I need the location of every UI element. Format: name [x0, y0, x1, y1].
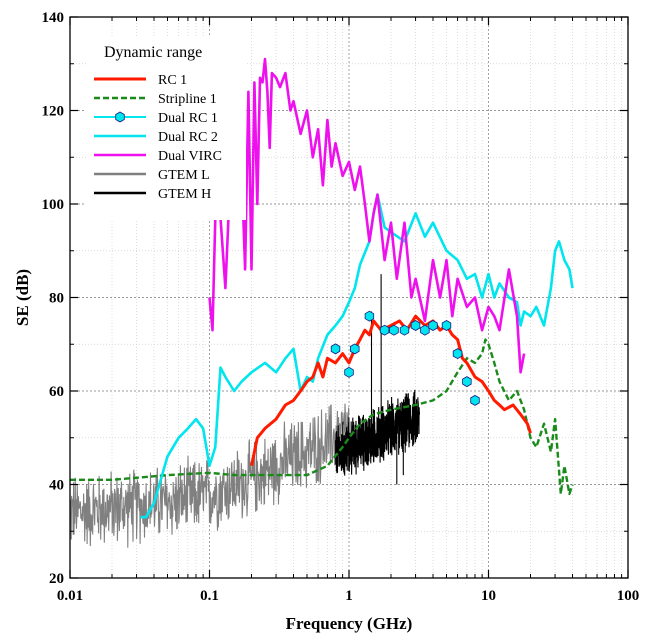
y-tick-label: 140: [42, 10, 65, 26]
series-dual-rc-1: [330, 310, 480, 406]
data-point: [441, 320, 452, 331]
data-point: [399, 324, 410, 336]
y-tick-label: 100: [42, 197, 65, 213]
legend-box: [86, 36, 246, 220]
legend-entry-label: Dual RC 1: [158, 111, 218, 126]
series-rc-1: [250, 314, 532, 467]
x-tick-label: 1: [345, 588, 353, 604]
data-point: [344, 366, 354, 378]
data-point: [330, 343, 341, 355]
series-dual-virc: [208, 57, 526, 374]
legend-entry-label: Stripline 1: [158, 92, 217, 107]
x-tick-label: 0.1: [200, 588, 219, 604]
series-stripline-1: [70, 338, 574, 496]
series-line: [208, 57, 526, 374]
data-point: [364, 310, 375, 322]
data-point: [389, 324, 399, 336]
series-gtem-h: [334, 274, 421, 485]
y-tick-label: 120: [42, 104, 65, 120]
series-line: [70, 338, 574, 496]
series-line: [69, 403, 350, 548]
series-line: [334, 274, 421, 485]
y-axis-title: SE (dB): [13, 269, 32, 326]
y-tick-label: 80: [49, 291, 64, 307]
y-tick-label: 20: [49, 571, 64, 587]
data-point: [379, 324, 390, 336]
data-point: [428, 320, 438, 331]
legend-entry-label: GTEM H: [158, 187, 211, 202]
legend: Dynamic range RC 1 Stripline 1 Dual RC 1 Du…: [86, 36, 246, 220]
legend-entry-label: GTEM L: [158, 168, 210, 183]
legend-entry-label: RC 1: [158, 73, 187, 88]
series-gtem-l: [69, 403, 350, 548]
data-point: [452, 348, 463, 360]
legend-entry-label: Dual VIRC: [158, 149, 222, 164]
legend-entry-label: Dual RC 2: [158, 130, 218, 145]
legend-marker: [115, 111, 125, 123]
legend-title: Dynamic range: [104, 44, 202, 61]
x-axis-title: Frequency (GHz): [286, 614, 413, 633]
data-point: [462, 376, 472, 388]
axis-ticks: 0.01 0.1 1 10 100 20 40 60 80 100 120 140: [42, 10, 640, 604]
series-layer: [69, 57, 574, 548]
x-tick-label: 0.01: [57, 588, 83, 604]
data-point: [420, 324, 430, 336]
data-point: [349, 343, 360, 355]
x-tick-label: 10: [481, 588, 496, 604]
x-tick-label: 100: [617, 588, 640, 604]
data-point: [410, 320, 421, 331]
y-tick-label: 60: [49, 384, 64, 400]
y-tick-label: 40: [49, 478, 64, 494]
data-point: [470, 394, 480, 406]
series-line: [250, 314, 532, 467]
